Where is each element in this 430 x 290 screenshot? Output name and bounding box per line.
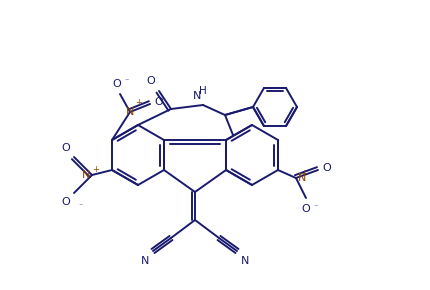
Text: N: N [82,170,90,180]
Text: O: O [146,76,155,86]
Text: O: O [113,79,121,89]
Text: O: O [154,97,163,107]
Text: +: + [135,98,142,107]
Text: ⁻: ⁻ [313,202,317,211]
Text: N: N [298,173,306,183]
Text: N: N [241,256,249,266]
Text: ⁻: ⁻ [78,201,83,210]
Text: O: O [61,143,70,153]
Text: N: N [126,107,134,117]
Text: +: + [92,166,99,175]
Text: H: H [199,86,207,96]
Text: N: N [141,256,149,266]
Text: ⁻: ⁻ [124,76,129,85]
Text: O: O [61,197,70,207]
Text: O: O [322,163,331,173]
Text: O: O [301,204,310,214]
Text: N: N [193,91,201,101]
Text: +: + [301,169,307,179]
